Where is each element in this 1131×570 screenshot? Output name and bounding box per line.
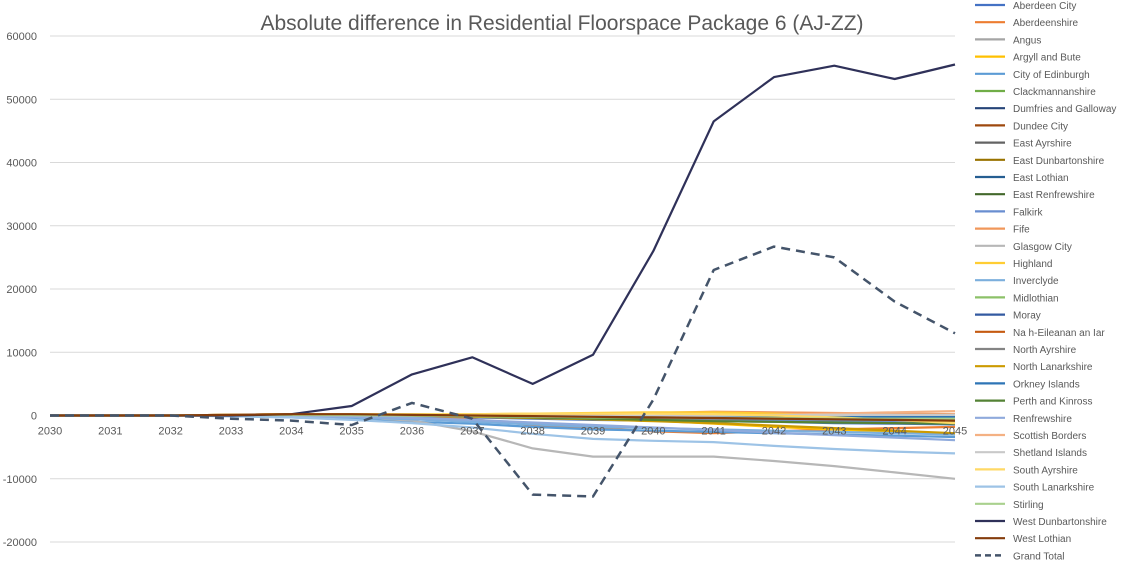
y-tick-label: -10000 xyxy=(3,474,37,486)
x-tick-label: 2044 xyxy=(882,426,906,438)
series-line-west-lothian xyxy=(50,413,956,422)
legend-label-argyll-and-bute: Argyll and Bute xyxy=(1013,53,1081,64)
legend-label-south-lanarkshire: South Lanarkshire xyxy=(1013,483,1095,494)
x-tick-label: 2042 xyxy=(762,426,786,438)
y-tick-label: -20000 xyxy=(3,537,37,549)
x-tick-label: 2032 xyxy=(158,426,182,438)
legend-label-east-ayrshire: East Ayrshire xyxy=(1013,139,1072,150)
y-tick-label: 20000 xyxy=(6,284,37,296)
y-tick-label: 0 xyxy=(31,411,37,423)
legend-label-angus: Angus xyxy=(1013,35,1041,46)
legend-label-aberdeenshire: Aberdeenshire xyxy=(1013,18,1078,29)
legend-label-south-ayrshire: South Ayrshire xyxy=(1013,465,1078,476)
y-tick-label: 60000 xyxy=(6,31,37,43)
legend-label-perth-and-kinross: Perth and Kinross xyxy=(1013,397,1093,408)
legend-label-clackmannanshire: Clackmannanshire xyxy=(1013,87,1096,98)
legend-label-midlothian: Midlothian xyxy=(1013,293,1059,304)
y-tick-label: 30000 xyxy=(6,221,37,233)
legend-label-stirling: Stirling xyxy=(1013,500,1044,511)
legend-label-west-dunbartonshire: West Dunbartonshire xyxy=(1013,517,1107,528)
legend-label-fife: Fife xyxy=(1013,225,1030,236)
series-line-west-dunbartonshire xyxy=(50,63,956,417)
legend-label-falkirk: Falkirk xyxy=(1013,207,1043,218)
y-axis-ticks: -20000 -10000 0 10000 20000 30000 40000 50000 60… xyxy=(3,31,37,549)
x-tick-label: 2039 xyxy=(581,426,605,438)
series-layer xyxy=(50,63,956,498)
legend-label-inverclyde: Inverclyde xyxy=(1013,276,1059,287)
legend-label-dundee-city: Dundee City xyxy=(1013,121,1068,132)
x-tick-label: 2033 xyxy=(219,426,243,438)
grid-layer xyxy=(50,35,955,543)
legend-label-dumfries-and-galloway: Dumfries and Galloway xyxy=(1013,104,1116,115)
legend-label-east-dunbartonshire: East Dunbartonshire xyxy=(1013,156,1105,167)
legend-label-glasgow-city: Glasgow City xyxy=(1013,242,1072,253)
legend-label-north-ayrshire: North Ayrshire xyxy=(1013,345,1077,356)
legend-label-east-renfrewshire: East Renfrewshire xyxy=(1013,190,1095,201)
legend-label-city-of-edinburgh: City of Edinburgh xyxy=(1013,70,1090,81)
y-tick-label: 40000 xyxy=(6,158,37,170)
legend-label-shetland-islands: Shetland Islands xyxy=(1013,448,1087,459)
legend-label-east-lothian: East Lothian xyxy=(1013,173,1069,184)
x-tick-label: 2041 xyxy=(701,426,725,438)
legend-label-aberdeen-city: Aberdeen City xyxy=(1013,1,1076,12)
legend-label-renfrewshire: Renfrewshire xyxy=(1013,414,1072,425)
x-tick-label: 2035 xyxy=(339,426,363,438)
y-tick-label: 10000 xyxy=(6,347,37,359)
legend-label-scottish-borders: Scottish Borders xyxy=(1013,431,1086,442)
legend-label-north-lanarkshire: North Lanarkshire xyxy=(1013,362,1093,373)
legend-label-moray: Moray xyxy=(1013,311,1041,322)
x-axis-ticks: 2030 2031 2032 2033 2034 2035 2036 2037 2038 2039… xyxy=(38,426,967,438)
legend-label-grand-total: Grand Total xyxy=(1013,551,1065,562)
legend-label-orkney-islands: Orkney Islands xyxy=(1013,379,1080,390)
x-tick-label: 2030 xyxy=(38,426,62,438)
x-tick-label: 2043 xyxy=(822,426,846,438)
legend: Aberdeen City Aberdeenshire Angus Argyll an… xyxy=(975,1,1116,562)
x-tick-label: 2036 xyxy=(400,426,424,438)
legend-label-highland: Highland xyxy=(1013,259,1052,270)
series-line-grand-total xyxy=(50,245,956,498)
x-tick-label: 2037 xyxy=(460,426,484,438)
legend-label-west-lothian: West Lothian xyxy=(1013,534,1071,545)
x-tick-label: 2038 xyxy=(520,426,544,438)
legend-label-na-h-eileanan-an-iar: Na h-Eileanan an Iar xyxy=(1013,328,1105,339)
x-tick-label: 2040 xyxy=(641,426,665,438)
x-tick-label: 2045 xyxy=(943,426,967,438)
x-tick-label: 2031 xyxy=(98,426,122,438)
y-tick-label: 50000 xyxy=(6,94,37,106)
x-tick-label: 2034 xyxy=(279,426,303,438)
chart-title: Absolute difference in Residential Floor… xyxy=(260,12,863,35)
